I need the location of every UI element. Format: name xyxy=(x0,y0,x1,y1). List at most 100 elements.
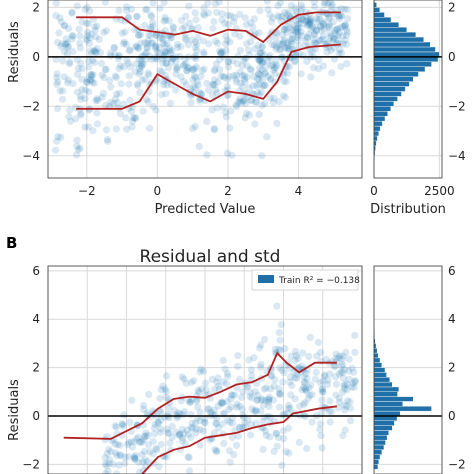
histogram-bar xyxy=(373,377,390,383)
scatter-point xyxy=(330,362,338,370)
histogram-bar xyxy=(373,106,391,112)
scatter-point xyxy=(348,364,356,372)
scatter-point xyxy=(261,335,269,344)
scatter-point xyxy=(224,82,232,90)
scatter-point xyxy=(102,470,110,474)
scatter-point xyxy=(351,331,359,340)
scatter-point xyxy=(103,135,111,143)
scatter-point xyxy=(225,72,233,80)
scatter-point xyxy=(210,126,218,134)
scatter-point xyxy=(265,395,273,403)
scatter-point xyxy=(233,403,241,411)
scatter-point xyxy=(195,388,203,396)
scatter-point xyxy=(183,67,191,75)
scatter-point xyxy=(269,66,278,74)
y-tick-label: 0 xyxy=(32,50,40,64)
scatter-point xyxy=(337,49,346,57)
scatter-point xyxy=(178,373,186,381)
scatter-point xyxy=(203,151,211,159)
scatter-point xyxy=(87,30,95,38)
scatter-point xyxy=(63,39,72,47)
scatter-point xyxy=(185,467,194,474)
scatter-point xyxy=(211,429,219,437)
scatter-point xyxy=(84,123,92,131)
scatter-point xyxy=(174,409,182,417)
scatter-point xyxy=(163,40,171,48)
scatter-point xyxy=(78,85,86,94)
scatter-point xyxy=(110,100,118,108)
scatter-point xyxy=(335,398,343,406)
scatter-point xyxy=(297,7,305,15)
scatter-point xyxy=(345,375,353,383)
scatter-point xyxy=(270,447,278,456)
scatter-point xyxy=(180,62,188,70)
scatter-point xyxy=(153,446,161,454)
scatter-point xyxy=(335,15,344,23)
scatter-point xyxy=(279,411,287,419)
scatter-point xyxy=(136,88,144,96)
scatter-point xyxy=(151,420,159,429)
scatter-point xyxy=(338,22,347,31)
scatter-point xyxy=(102,65,110,73)
scatter-point xyxy=(311,3,319,11)
scatter-point xyxy=(229,57,237,65)
scatter-point xyxy=(131,455,139,463)
scatter-point xyxy=(315,65,323,73)
scatter-point xyxy=(261,70,269,78)
scatter-point xyxy=(247,19,255,27)
scatter-point xyxy=(86,39,94,48)
scatter-point xyxy=(172,86,180,94)
scatter-point xyxy=(85,20,93,28)
scatter-point xyxy=(76,111,85,119)
scatter-point xyxy=(341,21,349,29)
scatter-point xyxy=(227,403,235,411)
scatter-point xyxy=(190,72,199,80)
scatter-point xyxy=(252,98,260,106)
scatter-point xyxy=(89,127,97,135)
histogram-bar xyxy=(373,26,407,33)
scatter-point xyxy=(142,429,150,437)
scatter-point xyxy=(336,24,344,32)
scatter-point xyxy=(319,32,327,40)
scatter-point xyxy=(210,67,218,75)
scatter-point xyxy=(60,47,69,56)
scatter-point xyxy=(130,453,138,461)
scatter-point xyxy=(116,441,124,449)
scatter-point xyxy=(275,40,283,48)
scatter-point xyxy=(149,39,157,47)
scatter-point xyxy=(276,391,284,399)
scatter-point xyxy=(161,413,169,421)
scatter-point xyxy=(167,58,176,66)
scatter-point xyxy=(295,438,303,446)
scatter-point xyxy=(151,42,159,50)
scatter-point xyxy=(81,95,89,103)
scatter-point xyxy=(283,39,291,47)
scatter-point xyxy=(269,98,277,106)
scatter-point xyxy=(102,65,110,73)
scatter-point xyxy=(166,439,174,447)
scatter-point xyxy=(324,0,332,8)
scatter-point xyxy=(315,36,323,45)
scatter-point xyxy=(172,428,180,436)
y-tick-label: 4 xyxy=(32,312,40,326)
scatter-point xyxy=(341,22,349,31)
scatter-point xyxy=(265,393,274,401)
scatter-point xyxy=(152,44,160,53)
scatter-point xyxy=(74,70,82,78)
scatter-point xyxy=(191,38,199,46)
scatter-point xyxy=(77,109,85,118)
hist-frame xyxy=(373,265,443,474)
y-tick-label: 0 xyxy=(448,409,456,423)
scatter-point xyxy=(172,64,180,72)
scatter-point xyxy=(104,467,112,474)
scatter-point xyxy=(174,43,182,52)
scatter-point xyxy=(291,347,299,355)
scatter-point xyxy=(259,42,267,50)
panel-label: B xyxy=(6,234,17,252)
histogram-bar xyxy=(373,425,393,431)
scatter-point xyxy=(276,46,284,54)
x-axis-label: Predicted Value xyxy=(155,202,256,217)
scatter-point xyxy=(196,97,204,105)
scatter-point xyxy=(162,393,170,401)
scatter-point xyxy=(167,34,176,42)
